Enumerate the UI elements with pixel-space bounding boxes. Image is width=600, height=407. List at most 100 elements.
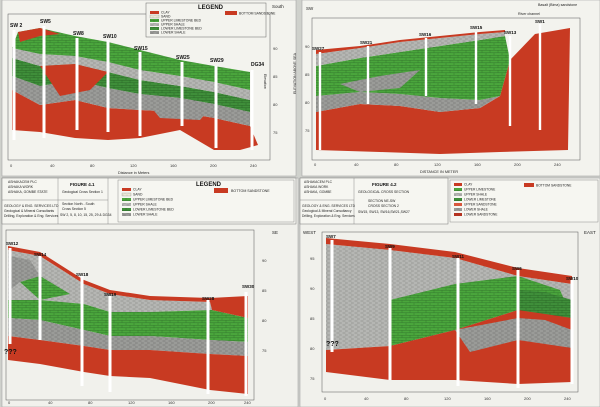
svg-text:40: 40 <box>364 396 369 401</box>
legend-swatch-lower-shale <box>122 213 131 216</box>
panel-2-distance-label: DISTANCE IN METER <box>420 170 458 174</box>
panel-1-direction: South <box>272 4 284 9</box>
figure-desc: Geological Cross Section 1 <box>62 190 103 194</box>
legend-swatch-clay <box>122 188 131 191</box>
svg-text:120: 120 <box>128 400 135 405</box>
panel-4-well-label: SW6 <box>512 266 522 271</box>
legend-label: LOWER LIMESTONE BED <box>161 27 202 31</box>
y-tick: 90 <box>305 44 310 49</box>
panel-3-well-label: SW14 <box>34 252 47 257</box>
svg-text:40: 40 <box>48 400 53 405</box>
company-work: ASHAKA WORK <box>304 185 329 189</box>
legend-title: LEGEND <box>198 5 224 11</box>
figure-desc: GEOLOGICAL CROSS SECTION <box>358 190 410 194</box>
panel-4-well-label: SW9 <box>385 244 395 249</box>
panel-3-direction: SE <box>272 230 278 235</box>
legend-swatch-upper-limestone <box>122 198 131 201</box>
legend-label: SAND <box>161 15 171 19</box>
svg-text:80: 80 <box>88 400 93 405</box>
panel-2-bottom-sandstone <box>316 28 570 154</box>
panel-1-well-label: SW15 <box>134 46 148 52</box>
panel-4-well-label: SW10 <box>566 276 579 281</box>
panel-2-direction: SW <box>306 6 314 11</box>
panel-2-elevation-label: ELEVATION ABOVE SEA <box>293 52 297 94</box>
legend-label: LOWER LIMESTONE <box>464 198 497 202</box>
panel-3-well-label: SW18 <box>76 272 89 277</box>
svg-text:40: 40 <box>354 162 359 167</box>
legend-swatch-upper-shale <box>150 23 159 26</box>
company-name: ASHAKACEM PLC <box>304 180 333 184</box>
panel-1-upper-shale <box>12 48 250 100</box>
figure-desc: SECTION NE-SW <box>368 199 396 203</box>
svg-text:0: 0 <box>324 396 327 401</box>
legend-swatch-lower-limestone <box>150 27 159 30</box>
y-tick: 80 <box>310 346 315 351</box>
panel-3-well-label: SW19 <box>104 292 117 297</box>
panel-1-distance-label: Distance in Meters <box>118 171 150 175</box>
svg-text:240: 240 <box>554 162 561 167</box>
svg-text:200: 200 <box>210 163 217 168</box>
legend-label: LOWER LIMESTONE BED <box>133 208 174 212</box>
legend-swatch-upper-sandstone <box>454 203 462 206</box>
panel-4-well-label: SW11 <box>452 254 465 259</box>
panel-4-cross-section: SW7 SW9 SW11 SW6 SW10 ??? WEST EAST 95 9… <box>303 230 596 401</box>
panel-1-lower-shale-wedge <box>140 94 214 120</box>
y-tick: 85 <box>262 288 267 293</box>
y-tick: 75 <box>262 348 267 353</box>
legend-swatch-lower-limestone <box>454 198 462 201</box>
company-location: ASHAKA, GOMBE STATE <box>8 190 48 194</box>
panel-2-grey-wedge <box>340 70 420 92</box>
panel-3-lower-shale <box>8 318 248 356</box>
y-tick: 95 <box>310 256 315 261</box>
legend-label: SAND <box>133 193 143 197</box>
legend-label: UPPER LIMESTONE <box>464 188 496 192</box>
figure-desc: CROSS SECTION 2 <box>368 204 399 208</box>
y-tick: 85 <box>305 72 310 77</box>
panel-3-unknown-label: ??? <box>4 349 17 356</box>
legend-label: LOWER SHALE <box>161 31 186 35</box>
legend-swatch-upper-limestone <box>454 188 462 191</box>
panel-2-well-label: SW15 <box>470 25 483 30</box>
legend-label: UPPER SHALE <box>464 193 488 197</box>
legend-swatch-bottom-sandstone <box>524 183 534 187</box>
svg-text:120: 120 <box>434 162 441 167</box>
panel-1-legend: LEGEND CLAY SAND UPPER LIMESTONE BED UPP… <box>145 2 276 38</box>
svg-text:80: 80 <box>404 396 409 401</box>
panel-2-upper-shale <box>316 32 505 66</box>
panel-2-river-label: River channel <box>518 12 540 16</box>
y-tick: 90 <box>310 286 315 291</box>
panel-1-elevation-label: Elevation <box>263 74 267 89</box>
figure-desc: Cross Section 5 <box>62 207 86 211</box>
legend-label: LOWER SANDSTONE <box>464 213 498 217</box>
company-work: ASHAKA WORK <box>8 185 34 189</box>
panel-3-upper-shale <box>8 250 212 312</box>
panel-1-well-label: SW25 <box>176 55 190 61</box>
legend-label: LOWER SHALE <box>133 213 158 217</box>
svg-text:200: 200 <box>524 396 531 401</box>
panel-3-wells <box>8 248 248 396</box>
svg-text:120: 120 <box>130 163 137 168</box>
figure-desc: SW15, SW13, SW16,SW21,SW27 <box>358 210 410 214</box>
panel-3-grey-wedge <box>10 256 40 290</box>
svg-text:240: 240 <box>250 163 257 168</box>
figure-desc: Section North - South <box>62 202 95 206</box>
panel-2-cross-section: SW27 SW21 SW16 SW15 SW13 SW1 SW Basalt (… <box>293 3 581 174</box>
panel-4-red-top <box>326 238 572 284</box>
y-tick: 80 <box>273 102 278 107</box>
panel-4-unknown-label: ??? <box>326 341 339 348</box>
panel-1-well-label: DG34 <box>251 62 264 68</box>
y-tick: 80 <box>305 100 310 105</box>
legend-label: LOWER SHALE <box>464 208 489 212</box>
panel-1-well-label: SW10 <box>103 34 117 40</box>
legend-title: LEGEND <box>196 182 222 188</box>
panel-3-limestone <box>8 300 248 342</box>
consultant-name: GEOLOGY & ENG. SERVICES LTD <box>302 204 356 208</box>
panel-4-well-label: SW7 <box>326 234 336 239</box>
figure-number: FIGURE 4.2 <box>372 182 397 187</box>
panel-1-x-axis: 0 40 80 120 160 200 240 <box>10 163 257 168</box>
y-tick: 85 <box>273 74 278 79</box>
svg-text:240: 240 <box>564 396 571 401</box>
panel-1-red-wedge <box>40 64 108 96</box>
panel-1-wells <box>12 26 254 150</box>
